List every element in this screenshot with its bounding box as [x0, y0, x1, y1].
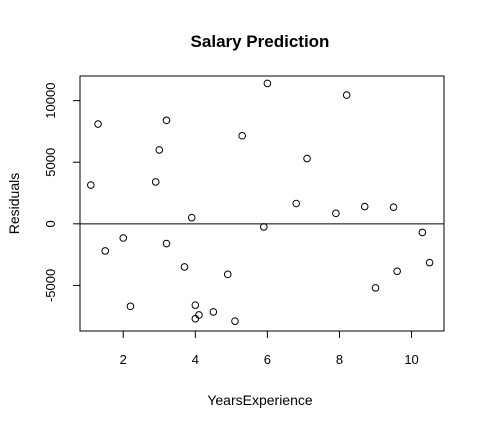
data-point	[360, 202, 369, 211]
data-point	[162, 239, 171, 248]
x-tick-label: 10	[404, 352, 418, 367]
x-axis-label: YearsExperience	[207, 392, 313, 408]
data-point	[332, 209, 340, 218]
x-tick-label: 2	[120, 352, 127, 367]
data-point	[371, 284, 380, 292]
data-point	[209, 308, 218, 316]
data-point	[418, 228, 427, 237]
x-tick-label: 8	[336, 352, 343, 367]
data-point	[187, 213, 196, 222]
chart-title: Salary Prediction	[191, 32, 330, 51]
data-point	[119, 234, 128, 242]
x-axis: 2 4 6 8 10	[120, 331, 419, 367]
data-point	[87, 181, 95, 189]
data-point	[191, 314, 200, 323]
data-point	[126, 302, 135, 311]
data-point	[425, 258, 434, 267]
y-tick-label: 10000	[43, 83, 58, 119]
y-tick-label: 0	[43, 220, 58, 227]
data-point	[155, 146, 164, 154]
data-point	[260, 223, 268, 231]
data-point	[231, 317, 239, 325]
plot-area	[79, 75, 445, 332]
data-point	[191, 301, 200, 309]
data-point	[195, 311, 203, 319]
data-point	[292, 199, 301, 208]
data-point	[151, 178, 160, 186]
data-point	[238, 131, 246, 140]
x-tick-label: 6	[264, 352, 271, 367]
data-point	[389, 203, 398, 211]
data-points	[87, 79, 434, 325]
data-point	[94, 120, 102, 128]
y-tick-label: 5000	[43, 148, 58, 177]
data-point	[263, 79, 272, 88]
y-axis: -5000 0 5000 10000	[43, 83, 80, 302]
y-tick-label: -5000	[43, 269, 58, 302]
data-point	[162, 116, 171, 125]
data-point	[101, 247, 110, 255]
data-point	[303, 154, 311, 163]
x-tick-label: 4	[192, 352, 199, 367]
data-point	[180, 263, 189, 271]
data-point	[342, 91, 351, 99]
data-point	[393, 267, 401, 276]
y-axis-label: Residuals	[6, 173, 22, 234]
data-point	[223, 270, 232, 279]
plot-frame	[79, 75, 445, 332]
